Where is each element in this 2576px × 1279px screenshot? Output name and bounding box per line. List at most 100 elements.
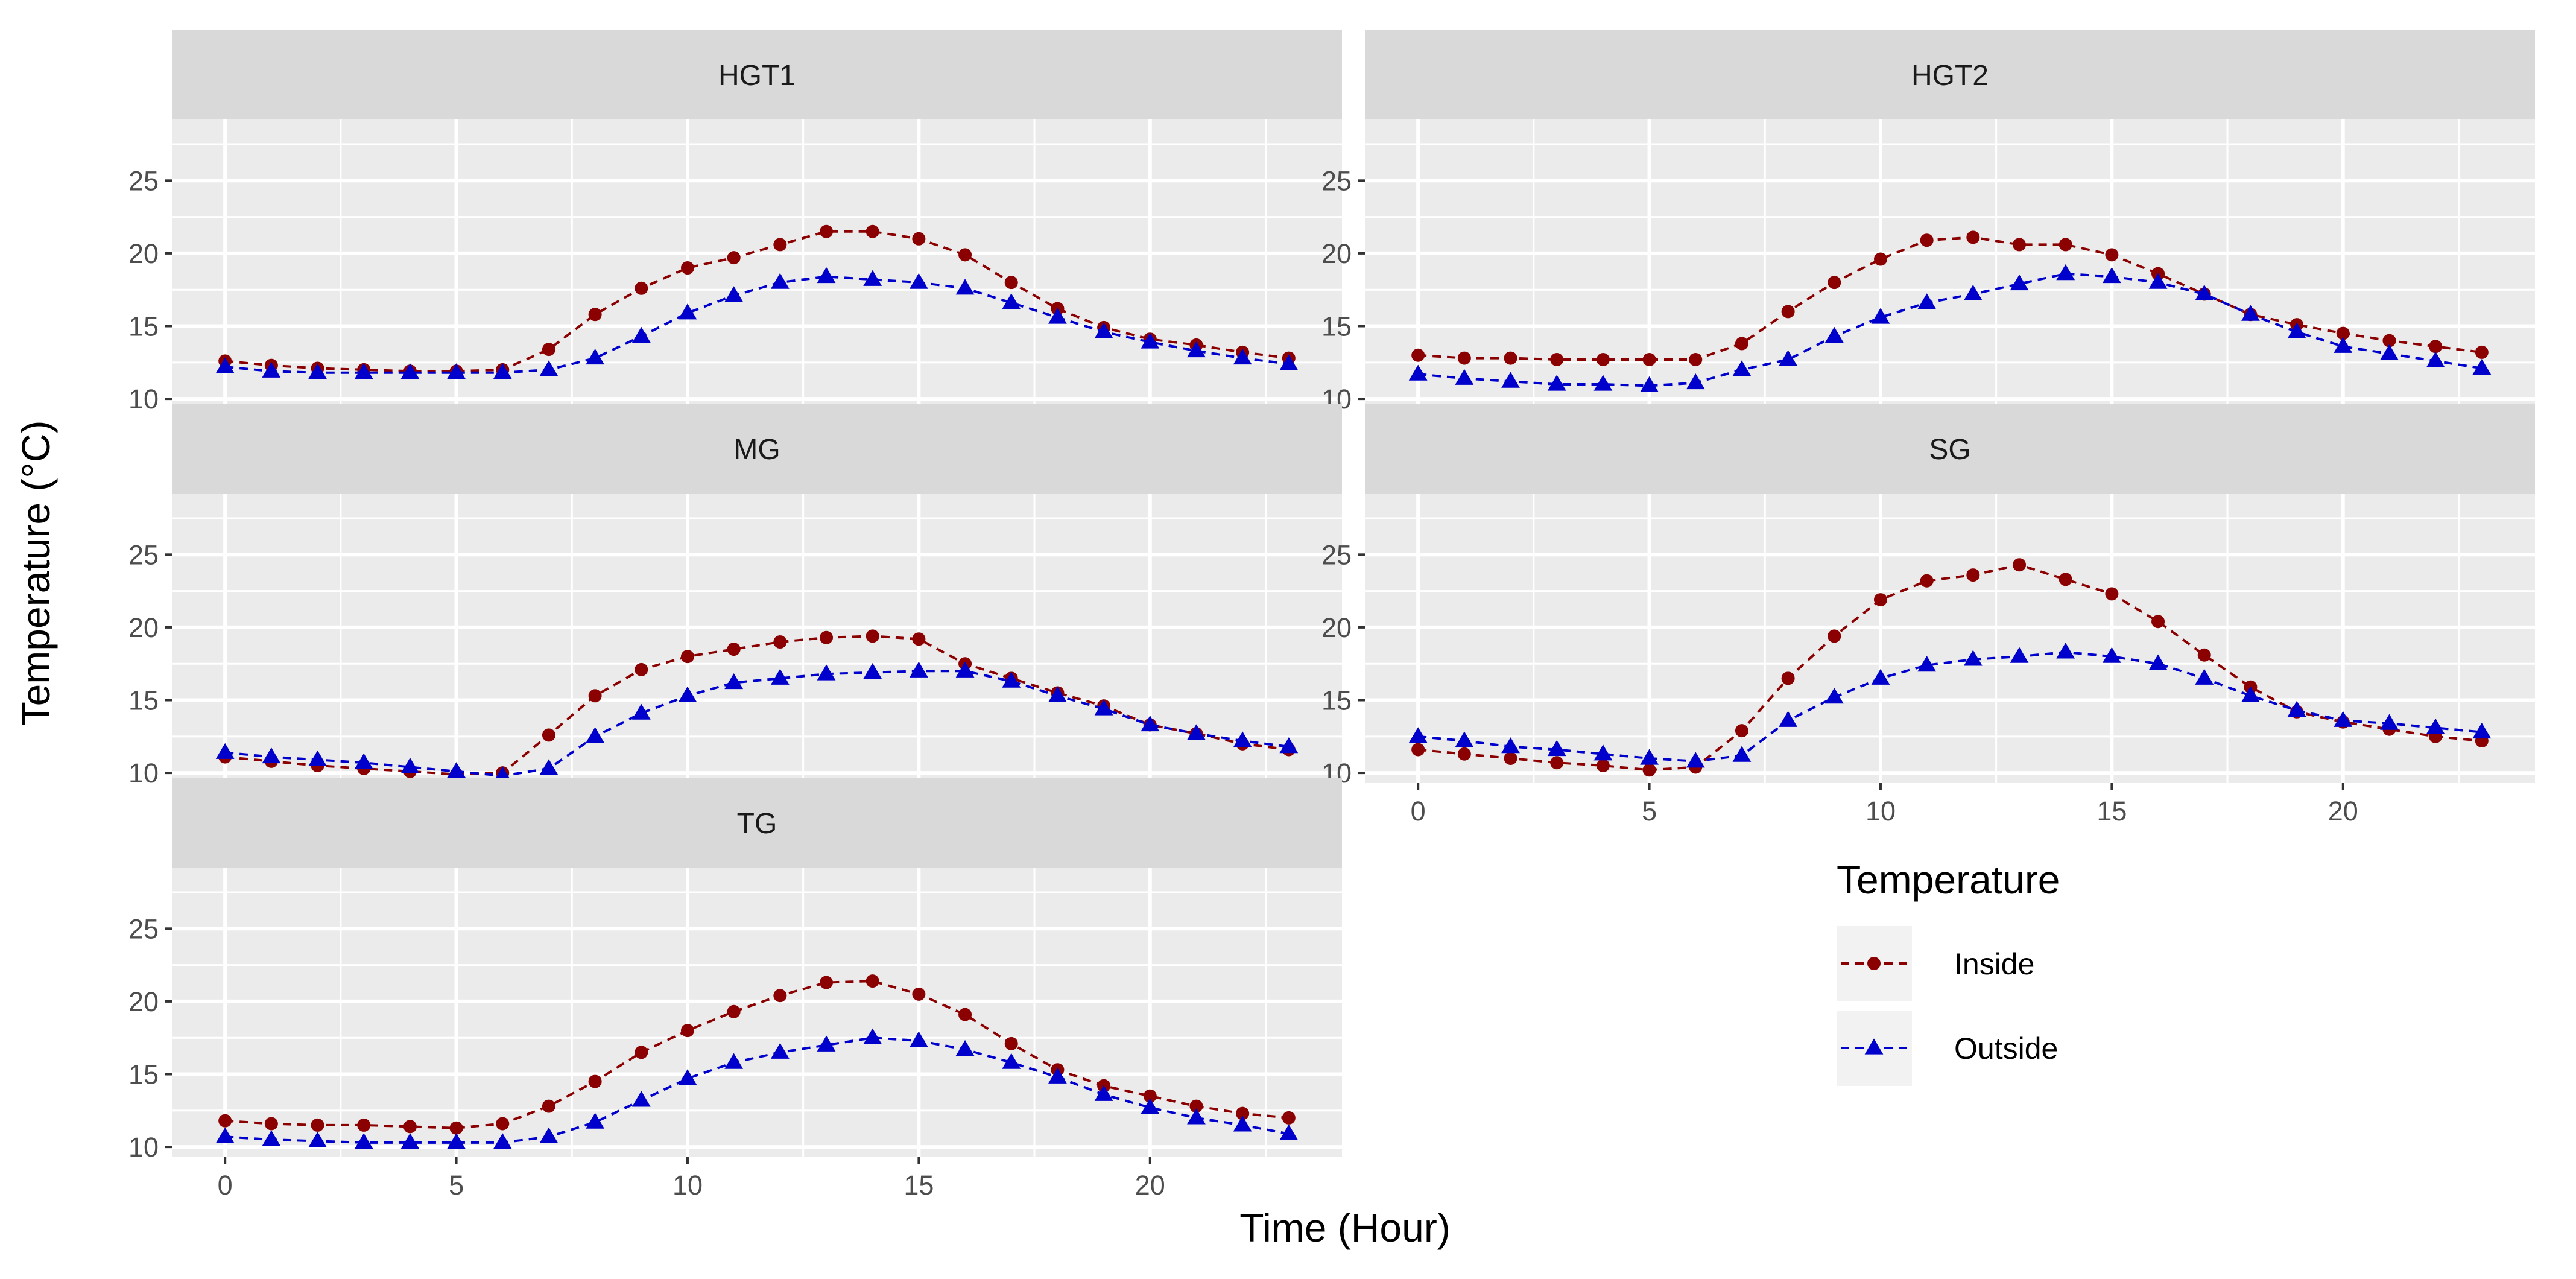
data-point-outside (2472, 358, 2492, 375)
data-point-inside (588, 1074, 602, 1088)
x-tick-label: 5 (449, 1170, 464, 1201)
facet-strip (172, 404, 1342, 494)
data-point-inside (1828, 276, 1841, 290)
data-point-outside (817, 1035, 836, 1052)
data-point-outside (447, 762, 466, 778)
data-point-inside (542, 1099, 555, 1113)
series-line-outside (225, 1036, 1290, 1144)
data-point-outside (1732, 746, 1752, 762)
legend-label-outside: Outside (1954, 1032, 2058, 1065)
data-point-outside (2010, 647, 2029, 663)
data-point-outside (1501, 372, 1520, 388)
data-point-outside (1779, 350, 1798, 366)
panel-tg: TG 10 15 20 25 0 5 10 15 20 (128, 778, 1342, 1201)
y-tick-label: 15 (128, 685, 159, 716)
data-point-inside (727, 251, 741, 265)
data-point-outside (1233, 1116, 1252, 1132)
data-point-outside (863, 1028, 882, 1044)
data-point-outside (354, 363, 373, 379)
data-point-outside (2195, 668, 2214, 685)
data-point-inside (588, 689, 602, 703)
data-point-outside (1141, 1098, 1160, 1114)
data-point-outside (586, 348, 605, 365)
data-point-outside (262, 361, 281, 378)
data-point-inside (773, 238, 787, 252)
data-point-outside (1547, 375, 1566, 391)
data-point-outside (1408, 727, 1428, 743)
data-point-outside (308, 363, 327, 379)
data-point-inside (2151, 615, 2165, 629)
series-line-outside (1417, 650, 2483, 763)
data-point-inside (1689, 352, 1703, 366)
legend-label-inside: Inside (1954, 947, 2034, 981)
data-point-outside (2287, 700, 2306, 717)
data-point-outside (2472, 722, 2492, 739)
data-point-inside (1411, 743, 1425, 757)
data-point-inside (2013, 558, 2027, 572)
data-point-inside (2105, 248, 2119, 262)
data-point-inside (1457, 351, 1471, 365)
data-point-outside (724, 286, 744, 302)
data-point-outside (1732, 360, 1752, 376)
data-point-inside (403, 1120, 417, 1134)
y-tick-label: 25 (128, 913, 159, 944)
data-point-outside (2380, 344, 2399, 360)
y-tick-label: 20 (128, 612, 159, 643)
data-point-outside (631, 703, 651, 720)
data-point-outside (2010, 274, 2029, 291)
data-point-outside (354, 1133, 373, 1149)
data-point-outside (1187, 1108, 1206, 1125)
data-point-outside (2426, 351, 2445, 367)
data-point-outside (447, 1133, 466, 1149)
x-tick-label: 0 (218, 1170, 233, 1201)
data-point-inside (1966, 568, 1980, 582)
data-point-outside (586, 1112, 605, 1129)
data-point-outside (724, 673, 744, 690)
data-point-inside (773, 635, 787, 649)
data-point-outside (2380, 714, 2399, 730)
data-point-inside (1411, 348, 1425, 362)
panel-background (1365, 119, 2535, 409)
panel-background (172, 494, 1342, 783)
data-point-outside (1455, 731, 1474, 747)
data-point-outside (1686, 373, 1705, 390)
data-point-outside (1141, 715, 1160, 732)
data-point-inside (588, 308, 602, 322)
data-point-inside (2336, 326, 2350, 340)
data-point-inside (264, 1117, 278, 1131)
data-point-outside (2056, 264, 2075, 281)
data-point-inside (1004, 276, 1018, 290)
data-point-outside (909, 1031, 928, 1047)
data-point-outside (1547, 740, 1566, 757)
data-point-outside (1094, 1085, 1113, 1101)
facet-strip (172, 30, 1342, 119)
data-point-inside (1504, 351, 1517, 365)
data-point-outside (770, 1043, 790, 1059)
y-tick-label: 20 (1321, 238, 1352, 269)
data-point-outside (1233, 731, 1252, 747)
x-axis-title: Time (Hour) (1239, 1205, 1451, 1250)
data-point-outside (2056, 643, 2075, 659)
data-point-inside (866, 224, 879, 238)
legend-title: Temperature (1837, 857, 2060, 902)
data-point-inside (1966, 230, 1980, 244)
data-point-outside (539, 1127, 559, 1143)
data-point-outside (1963, 650, 1983, 666)
data-point-inside (958, 248, 972, 262)
data-point-outside (955, 279, 975, 295)
series-line-outside (1417, 272, 2483, 387)
legend-key-marker-outside (1864, 1038, 1884, 1055)
data-point-outside (308, 1131, 327, 1148)
data-point-outside (1779, 711, 1798, 727)
data-point-outside (262, 1130, 281, 1146)
data-point-inside (2429, 340, 2443, 354)
facet-strip (172, 778, 1342, 868)
data-point-outside (1187, 724, 1206, 740)
x-tick-label: 10 (1866, 796, 1896, 827)
facet-label: SG (1929, 434, 1970, 466)
data-point-outside (1917, 293, 1937, 309)
data-point-inside (1596, 352, 1610, 366)
